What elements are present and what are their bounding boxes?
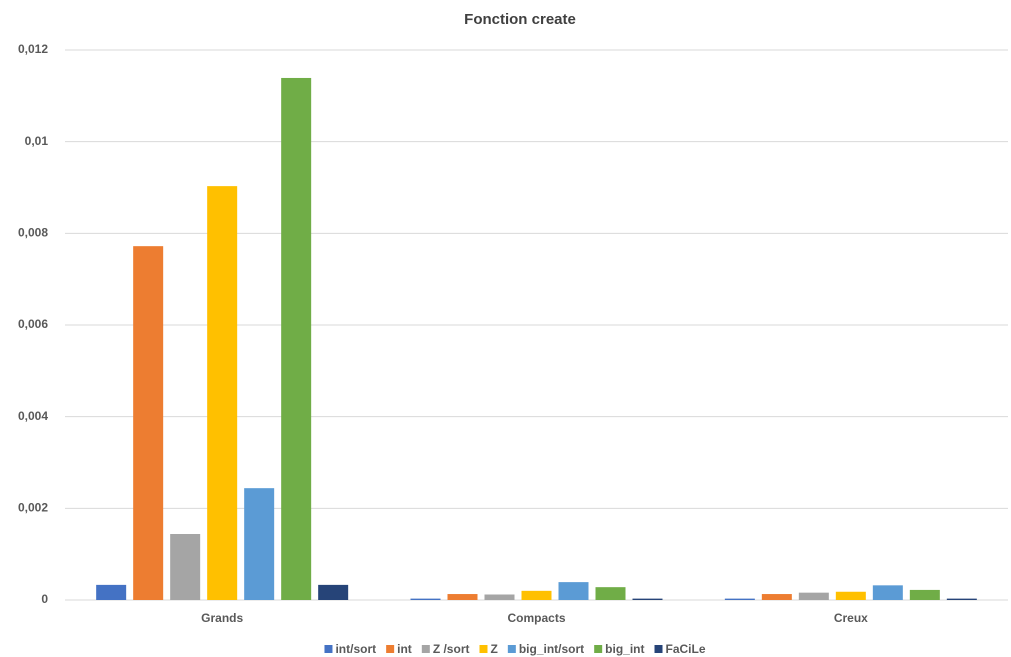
bar xyxy=(244,488,275,600)
y-tick-label: 0 xyxy=(41,592,48,606)
legend-swatch xyxy=(594,645,603,653)
bar xyxy=(207,186,238,600)
legend-label: big_int xyxy=(605,642,644,656)
bar xyxy=(410,598,441,600)
legend-swatch xyxy=(421,645,430,653)
bar xyxy=(521,590,552,600)
bar xyxy=(133,246,164,600)
legend-label: FaCiLe xyxy=(666,642,706,656)
bar xyxy=(872,585,903,600)
legend-swatch xyxy=(479,645,488,653)
y-tick-label: 0,012 xyxy=(18,42,48,56)
legend-label: Z xyxy=(490,642,497,656)
legend-label: int xyxy=(397,642,412,656)
chart-title: Fonction create xyxy=(464,11,576,28)
legend-swatch xyxy=(654,645,663,653)
bar xyxy=(318,584,349,600)
bar xyxy=(281,77,312,601)
bar xyxy=(946,598,977,600)
bar xyxy=(724,598,755,600)
legend-swatch xyxy=(507,645,516,653)
legend-swatch xyxy=(324,645,333,653)
bar xyxy=(761,594,792,600)
bar xyxy=(170,534,201,600)
x-tick-label: Compacts xyxy=(507,611,565,625)
legend-label: int/sort xyxy=(335,642,376,656)
y-tick-label: 0,01 xyxy=(25,134,49,148)
bar xyxy=(558,582,589,600)
bar xyxy=(835,591,866,600)
legend-label: big_int/sort xyxy=(519,642,584,656)
bar xyxy=(447,594,478,600)
y-tick-label: 0,004 xyxy=(18,409,48,423)
x-tick-label: Creux xyxy=(834,611,868,625)
legend-swatch xyxy=(386,645,395,653)
bar xyxy=(798,592,829,600)
y-tick-label: 0,002 xyxy=(18,501,48,515)
legend-label: Z /sort xyxy=(433,642,470,656)
x-tick-label: Grands xyxy=(201,611,243,625)
bar xyxy=(595,587,626,600)
bar xyxy=(484,594,515,600)
bar xyxy=(632,598,663,600)
bar xyxy=(909,589,940,600)
y-tick-label: 0,006 xyxy=(18,317,48,331)
y-tick-label: 0,008 xyxy=(18,226,48,240)
bar xyxy=(96,584,127,600)
